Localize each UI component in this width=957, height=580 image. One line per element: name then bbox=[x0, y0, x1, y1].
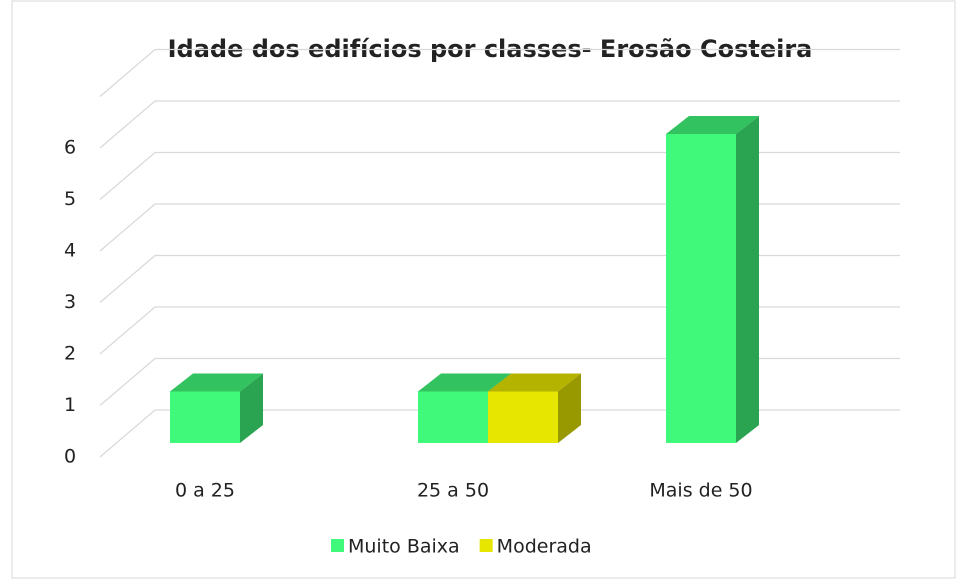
y-tick-label: 5 bbox=[64, 188, 76, 210]
y-tick-label: 3 bbox=[64, 291, 76, 313]
grid-line bbox=[99, 409, 900, 458]
x-tick-label: 25 a 50 bbox=[417, 480, 489, 502]
legend-swatch bbox=[331, 539, 344, 552]
grid-line bbox=[99, 306, 900, 355]
legend-swatch bbox=[479, 539, 493, 552]
grid-line bbox=[99, 48, 900, 97]
bar-front bbox=[488, 391, 558, 443]
y-tick-label: 1 bbox=[64, 394, 76, 416]
bar-side bbox=[736, 116, 759, 443]
x-tick-label: 0 a 25 bbox=[175, 480, 235, 502]
grid-line bbox=[99, 203, 900, 252]
x-tick-label: Mais de 50 bbox=[649, 480, 752, 502]
legend-label: Moderada bbox=[497, 536, 592, 558]
bar bbox=[488, 373, 581, 443]
grid-line bbox=[99, 151, 900, 200]
bar-front bbox=[170, 391, 240, 443]
y-tick-label: 4 bbox=[64, 240, 76, 262]
bar-top bbox=[666, 116, 759, 134]
y-tick-label: 2 bbox=[64, 343, 76, 365]
y-tick-label: 6 bbox=[64, 137, 76, 159]
bar-side bbox=[558, 373, 581, 443]
legend-label: Muito Baixa bbox=[348, 536, 460, 558]
bar-top bbox=[170, 373, 263, 392]
grid-line bbox=[99, 254, 900, 303]
bar-front bbox=[418, 391, 488, 443]
chart-border bbox=[11, 0, 956, 579]
bar-top bbox=[418, 373, 511, 392]
bar-side bbox=[240, 373, 263, 443]
bar bbox=[666, 116, 759, 443]
bar bbox=[170, 373, 263, 443]
bar-front bbox=[666, 134, 736, 443]
grid-line bbox=[99, 100, 900, 149]
bar-top bbox=[488, 373, 581, 392]
y-tick-label: 0 bbox=[64, 446, 76, 468]
grid-line bbox=[99, 357, 900, 406]
